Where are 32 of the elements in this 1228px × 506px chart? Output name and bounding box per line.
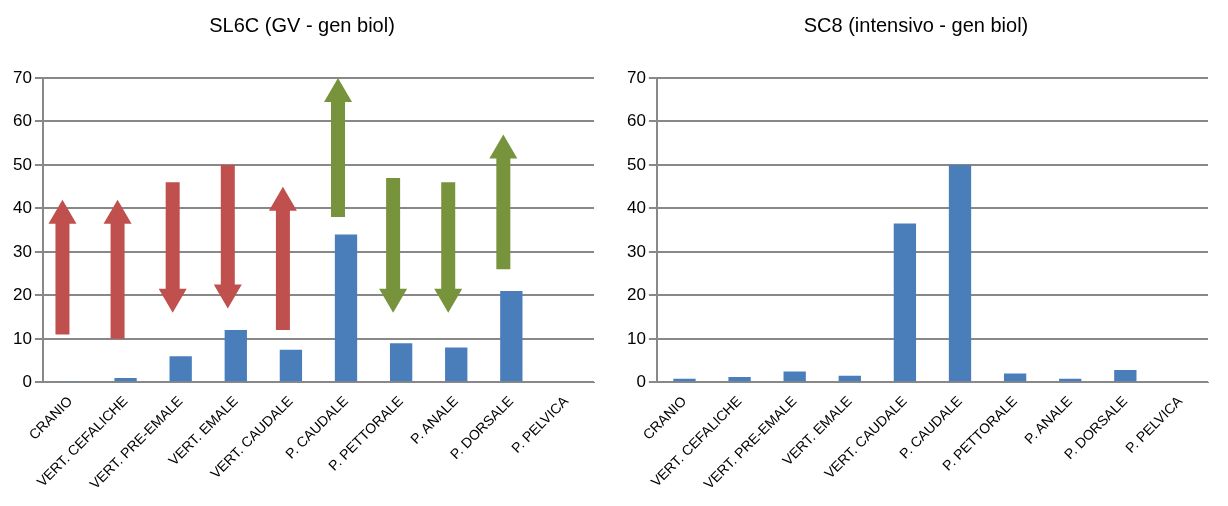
- y-tick-label: 40: [626, 198, 646, 218]
- y-tick-label: 0: [22, 371, 32, 391]
- chart-title: SC8 (intensivo - gen biol): [803, 13, 1029, 36]
- bar: [728, 377, 751, 382]
- y-tick-label: 50: [12, 154, 32, 174]
- y-tick-label: 10: [12, 328, 32, 348]
- bar: [169, 356, 192, 382]
- bar: [948, 164, 972, 382]
- y-tick-label: 10: [626, 328, 646, 348]
- y-tick-label: 60: [12, 111, 32, 131]
- y-tick-label: 40: [12, 198, 32, 218]
- bar: [279, 349, 303, 382]
- bar: [389, 343, 413, 382]
- chart-title: SL6C (GV - gen biol): [209, 13, 395, 36]
- bar: [1003, 373, 1027, 382]
- bar: [500, 291, 523, 382]
- y-tick-label: 20: [626, 285, 646, 305]
- y-tick-label: 20: [12, 285, 32, 305]
- y-tick-label: 70: [626, 67, 646, 87]
- y-tick-label: 30: [12, 241, 32, 261]
- y-tick-label: 70: [12, 67, 32, 87]
- y-tick-label: 0: [636, 371, 646, 391]
- y-tick-label: 30: [626, 241, 646, 261]
- y-tick-label: 50: [626, 154, 646, 174]
- bar: [114, 377, 137, 382]
- bar: [893, 223, 917, 382]
- bar: [334, 234, 358, 382]
- bar: [224, 330, 247, 382]
- bar: [1114, 370, 1137, 382]
- bar: [445, 347, 468, 382]
- y-tick-label: 60: [626, 111, 646, 131]
- bar: [783, 371, 806, 382]
